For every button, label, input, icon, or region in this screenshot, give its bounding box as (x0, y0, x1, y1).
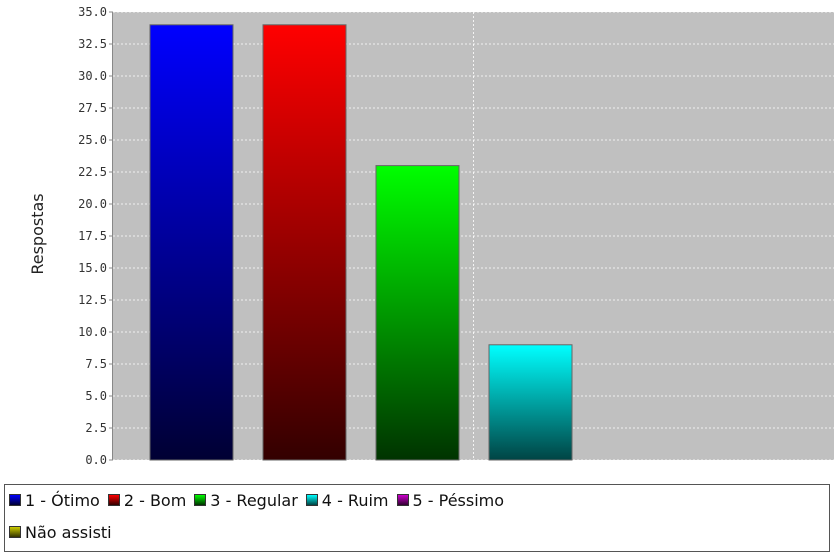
legend-label: 4 - Ruim (321, 490, 389, 510)
bar-2 (262, 24, 347, 461)
y-tick-label: 35.0 (78, 5, 107, 19)
legend-label: 2 - Bom (123, 490, 187, 510)
legend-label: 5 - Péssimo (412, 490, 505, 510)
bar-chart: 0.0 2.5 5.0 7.5 10.0 12.5 15.0 17.5 20.0 22.5 25.0… (28, 5, 834, 467)
y-tick-label: 17.5 (78, 229, 107, 243)
y-tick-label: 12.5 (78, 293, 107, 307)
y-tick-label: 5.0 (85, 389, 107, 403)
legend-item: 5 - Péssimo (396, 490, 505, 510)
bar-4 (488, 344, 573, 461)
y-tick-label: 30.0 (78, 69, 107, 83)
legend-swatch (9, 526, 21, 538)
legend-swatch (9, 494, 21, 506)
legend-item: Não assisti (9, 523, 112, 542)
y-tick-label: 27.5 (78, 101, 107, 115)
legend-item: 4 - Ruim (305, 490, 389, 510)
legend-swatch (194, 494, 207, 506)
bar-1 (149, 24, 234, 461)
y-tick-label: 32.5 (78, 37, 107, 51)
y-tick-label: 2.5 (85, 421, 107, 435)
legend-row: Não assisti (9, 519, 120, 545)
y-tick-label: 25.0 (78, 133, 107, 147)
y-tick-label: 15.0 (78, 261, 107, 275)
legend: 1 - Ótimo 2 - Bom 3 - Regular 4 - Ruim 5 - P… (4, 484, 830, 552)
legend-row: 1 - Ótimo 2 - Bom 3 - Regular 4 - Ruim 5 - P… (9, 487, 512, 513)
legend-swatch (396, 494, 409, 506)
legend-swatch (107, 494, 120, 506)
bars (149, 24, 573, 461)
legend-item: 3 - Regular (194, 491, 298, 510)
bar-3 (375, 165, 460, 461)
legend-label: Não assisti (25, 522, 112, 542)
y-tick-label: 22.5 (78, 165, 107, 179)
y-axis: 0.0 2.5 5.0 7.5 10.0 12.5 15.0 17.5 20.0 22.5 25.0… (78, 5, 113, 467)
legend-label: 3 - Regular (210, 490, 298, 510)
y-axis-title: Respostas (28, 193, 47, 274)
y-tick-label: 10.0 (78, 325, 107, 339)
legend-item: 1 - Ótimo (9, 491, 100, 510)
legend-swatch (305, 494, 318, 506)
y-tick-label: 7.5 (85, 357, 107, 371)
legend-label: 1 - Ótimo (25, 490, 100, 510)
legend-item: 2 - Bom (107, 490, 187, 510)
y-tick-label: 0.0 (85, 453, 107, 467)
y-tick-label: 20.0 (78, 197, 107, 211)
